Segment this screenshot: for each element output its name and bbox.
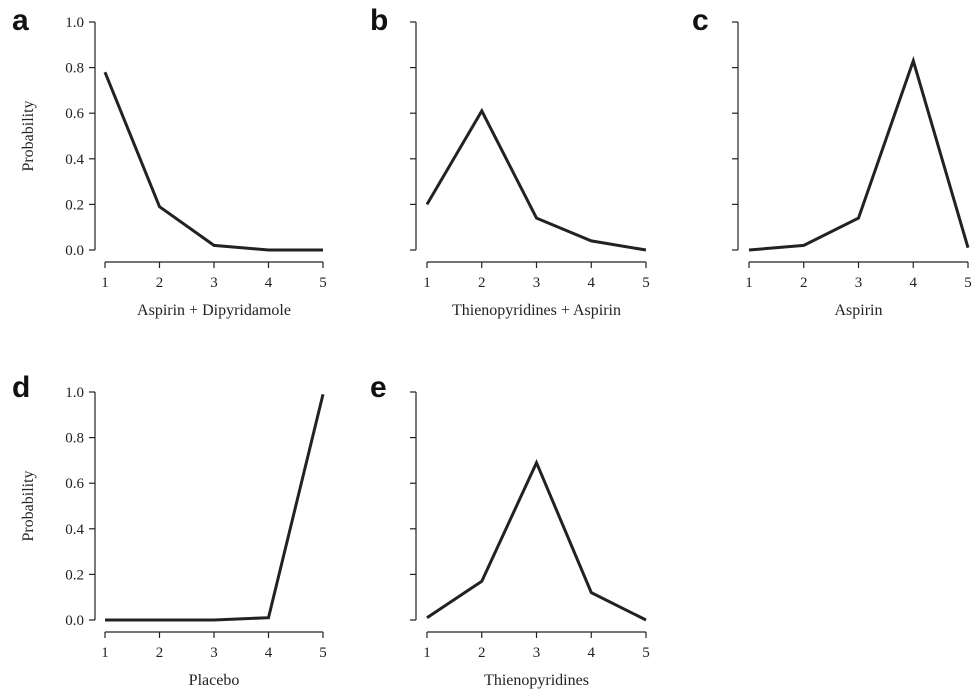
data-point — [267, 249, 270, 252]
data-point — [912, 59, 915, 62]
x-tick-label: 1 — [423, 275, 431, 291]
x-tick-label: 2 — [800, 275, 808, 291]
data-point — [590, 591, 593, 594]
y-axis-title: Probability — [20, 470, 37, 541]
x-axis-title: Thienopyridines + Aspirin — [452, 302, 621, 319]
x-tick-label: 4 — [588, 645, 596, 661]
x-tick-label: 4 — [265, 275, 273, 291]
data-point — [104, 71, 107, 74]
panel-letter: b — [370, 4, 388, 37]
x-tick-label: 3 — [210, 275, 218, 291]
y-tick-label: 0.2 — [65, 567, 84, 583]
series-line — [748, 55, 970, 252]
x-tick-label: 5 — [642, 275, 650, 291]
x-tick-label: 4 — [265, 645, 273, 661]
panel-letter: d — [12, 371, 30, 404]
y-tick-label: 0.4 — [65, 522, 84, 538]
y-axis-title: Probability — [20, 100, 37, 171]
data-point — [426, 616, 429, 619]
y-tick-label: 0.0 — [65, 243, 84, 259]
panel-letter: e — [370, 371, 387, 404]
data-point — [645, 619, 648, 622]
data-point — [967, 246, 970, 249]
x-tick-label: 4 — [910, 275, 918, 291]
x-tick-label: 5 — [964, 275, 972, 291]
x-tick-label: 1 — [101, 645, 109, 661]
y-tick-label: 0.4 — [65, 152, 84, 168]
data-point — [213, 619, 216, 622]
data-point — [322, 249, 325, 252]
chart-panel-d: d 0.0 0.2 0.4 0.6 0.8 1.0 1 2 3 4 5 Placebo Probabili… — [12, 371, 327, 689]
x-tick-label: 2 — [156, 645, 164, 661]
data-point — [104, 619, 107, 622]
x-tick-label: 2 — [156, 275, 164, 291]
data-point — [158, 619, 161, 622]
x-tick-label: 3 — [210, 645, 218, 661]
data-point — [158, 205, 161, 208]
x-tick-label: 1 — [745, 275, 753, 291]
data-point — [480, 580, 483, 583]
data-point — [480, 109, 483, 112]
data-point — [267, 616, 270, 619]
series-line — [426, 458, 647, 622]
x-axis-title: Aspirin + Dipyridamole — [137, 302, 291, 319]
data-point — [645, 249, 648, 252]
data-point — [426, 203, 429, 206]
data-point — [322, 393, 325, 396]
y-tick-label: 0.6 — [65, 476, 84, 492]
data-point — [535, 217, 538, 220]
x-tick-label: 2 — [478, 275, 486, 291]
x-tick-label: 3 — [533, 275, 541, 291]
x-tick-label: 3 — [533, 645, 541, 661]
chart-panel-b: b 1 2 3 4 5 Thienopyridines + Aspirin — [370, 4, 650, 319]
series-line — [105, 393, 325, 622]
chart-panel-e: e 1 2 3 4 5 Thienopyridines — [370, 371, 650, 689]
x-axis-title: Aspirin — [835, 302, 883, 319]
data-point — [802, 244, 805, 247]
y-tick-label: 0.8 — [65, 61, 84, 77]
y-tick-label: 1.0 — [65, 15, 84, 31]
x-axis-title: Thienopyridines — [484, 672, 589, 689]
series-line — [103, 71, 323, 252]
x-tick-label: 5 — [319, 645, 327, 661]
x-tick-label: 1 — [423, 645, 431, 661]
x-tick-label: 4 — [588, 275, 596, 291]
x-axis-title: Placebo — [189, 672, 240, 689]
chart-panel-c: c 1 2 3 4 5 Aspirin — [692, 4, 972, 319]
data-point — [213, 244, 216, 247]
x-tick-label: 2 — [478, 645, 486, 661]
x-tick-label: 5 — [319, 275, 327, 291]
data-point — [748, 249, 751, 252]
x-tick-label: 3 — [855, 275, 863, 291]
y-tick-label: 0.2 — [65, 197, 84, 213]
panel-letter: c — [692, 4, 709, 37]
series-line — [425, 107, 647, 252]
data-point — [857, 217, 860, 220]
y-tick-label: 0.8 — [65, 431, 84, 447]
chart-panel-a: a 0.0 0.2 0.4 0.6 0.8 1.0 1 2 3 4 5 Aspirin + Dipyri… — [12, 4, 327, 319]
data-point — [590, 239, 593, 242]
data-point — [535, 461, 538, 464]
x-tick-label: 1 — [101, 275, 109, 291]
y-tick-label: 0.0 — [65, 613, 84, 629]
panel-letter: a — [12, 4, 29, 37]
y-tick-label: 0.6 — [65, 106, 84, 122]
x-tick-label: 5 — [642, 645, 650, 661]
y-tick-label: 1.0 — [65, 385, 84, 401]
